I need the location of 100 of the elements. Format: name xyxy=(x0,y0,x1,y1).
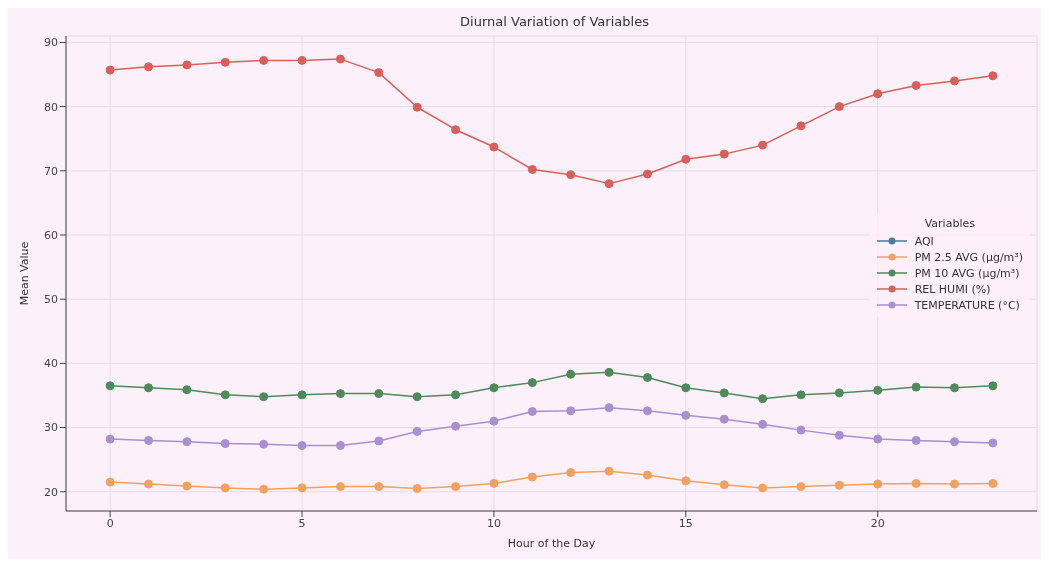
legend-label: PM 2.5 AVG (µg/m³) xyxy=(914,250,1023,264)
point xyxy=(451,482,461,492)
point xyxy=(412,392,422,402)
x-tick-label: 15 xyxy=(678,516,693,530)
point xyxy=(259,439,269,449)
point xyxy=(527,378,537,388)
point xyxy=(527,407,537,417)
point xyxy=(796,425,806,435)
point xyxy=(604,367,614,377)
x-tick-label: 5 xyxy=(298,516,306,530)
point xyxy=(220,483,230,493)
point xyxy=(796,121,806,131)
point xyxy=(144,479,154,489)
point xyxy=(873,434,883,444)
point xyxy=(758,419,768,429)
point xyxy=(105,434,115,444)
point xyxy=(144,383,154,393)
point xyxy=(105,65,115,75)
point xyxy=(566,467,576,477)
point xyxy=(604,179,614,189)
point xyxy=(451,421,461,431)
point xyxy=(335,389,345,399)
point xyxy=(220,57,230,67)
chart-title: Diurnal Variation of Variables xyxy=(459,14,650,29)
point xyxy=(604,466,614,476)
point xyxy=(988,71,998,81)
point xyxy=(335,441,345,451)
x-axis-title: Hour of the Day xyxy=(507,537,596,550)
point xyxy=(412,426,422,436)
point xyxy=(220,439,230,449)
legend-title: Variables xyxy=(923,217,976,230)
point xyxy=(642,470,652,480)
point xyxy=(489,478,499,488)
point xyxy=(489,142,499,152)
point xyxy=(796,390,806,400)
point xyxy=(719,480,729,490)
point xyxy=(988,478,998,488)
point xyxy=(719,414,729,424)
point xyxy=(259,484,269,494)
point xyxy=(834,480,844,490)
point xyxy=(834,430,844,440)
point xyxy=(220,390,230,400)
point xyxy=(489,383,499,393)
point xyxy=(297,55,307,65)
point xyxy=(374,68,384,78)
point xyxy=(834,388,844,398)
legend-label: TEMPERATURE (°C) xyxy=(914,298,1020,312)
point xyxy=(489,416,499,426)
point xyxy=(949,383,959,393)
point xyxy=(796,482,806,492)
point xyxy=(182,385,192,395)
point xyxy=(374,389,384,399)
point xyxy=(911,382,921,392)
point xyxy=(681,410,691,420)
point xyxy=(297,390,307,400)
point xyxy=(949,479,959,489)
point xyxy=(719,388,729,398)
point xyxy=(412,484,422,494)
point xyxy=(259,392,269,402)
point xyxy=(911,80,921,90)
y-tick-label: 50 xyxy=(44,293,58,307)
point xyxy=(451,125,461,135)
point xyxy=(566,406,576,416)
point xyxy=(681,154,691,164)
point xyxy=(374,436,384,446)
point xyxy=(527,472,537,482)
point xyxy=(873,89,883,99)
point xyxy=(988,438,998,448)
point xyxy=(182,437,192,447)
x-tick-label: 0 xyxy=(106,516,114,530)
point xyxy=(297,483,307,493)
point xyxy=(412,102,422,112)
point xyxy=(144,62,154,72)
point xyxy=(988,381,998,391)
x-tick-label: 20 xyxy=(870,516,885,530)
point xyxy=(566,170,576,180)
point xyxy=(335,54,345,64)
point xyxy=(642,169,652,179)
point xyxy=(681,476,691,486)
x-tick-label: 10 xyxy=(486,516,501,530)
point xyxy=(873,385,883,395)
y-tick-label: 60 xyxy=(44,228,58,242)
point xyxy=(566,369,576,379)
point xyxy=(911,478,921,488)
point xyxy=(642,372,652,382)
point xyxy=(374,482,384,492)
point xyxy=(642,406,652,416)
point xyxy=(105,381,115,391)
legend-label: AQI xyxy=(914,234,934,248)
point xyxy=(873,479,883,489)
y-tick-label: 30 xyxy=(44,421,58,435)
y-tick-label: 40 xyxy=(44,357,58,371)
y-axis-title: Mean Value xyxy=(17,241,31,306)
y-tick-label: 20 xyxy=(44,485,58,499)
point xyxy=(949,437,959,447)
point xyxy=(719,149,729,159)
point xyxy=(527,165,537,175)
point xyxy=(604,403,614,413)
point xyxy=(681,383,691,393)
point xyxy=(105,477,115,487)
